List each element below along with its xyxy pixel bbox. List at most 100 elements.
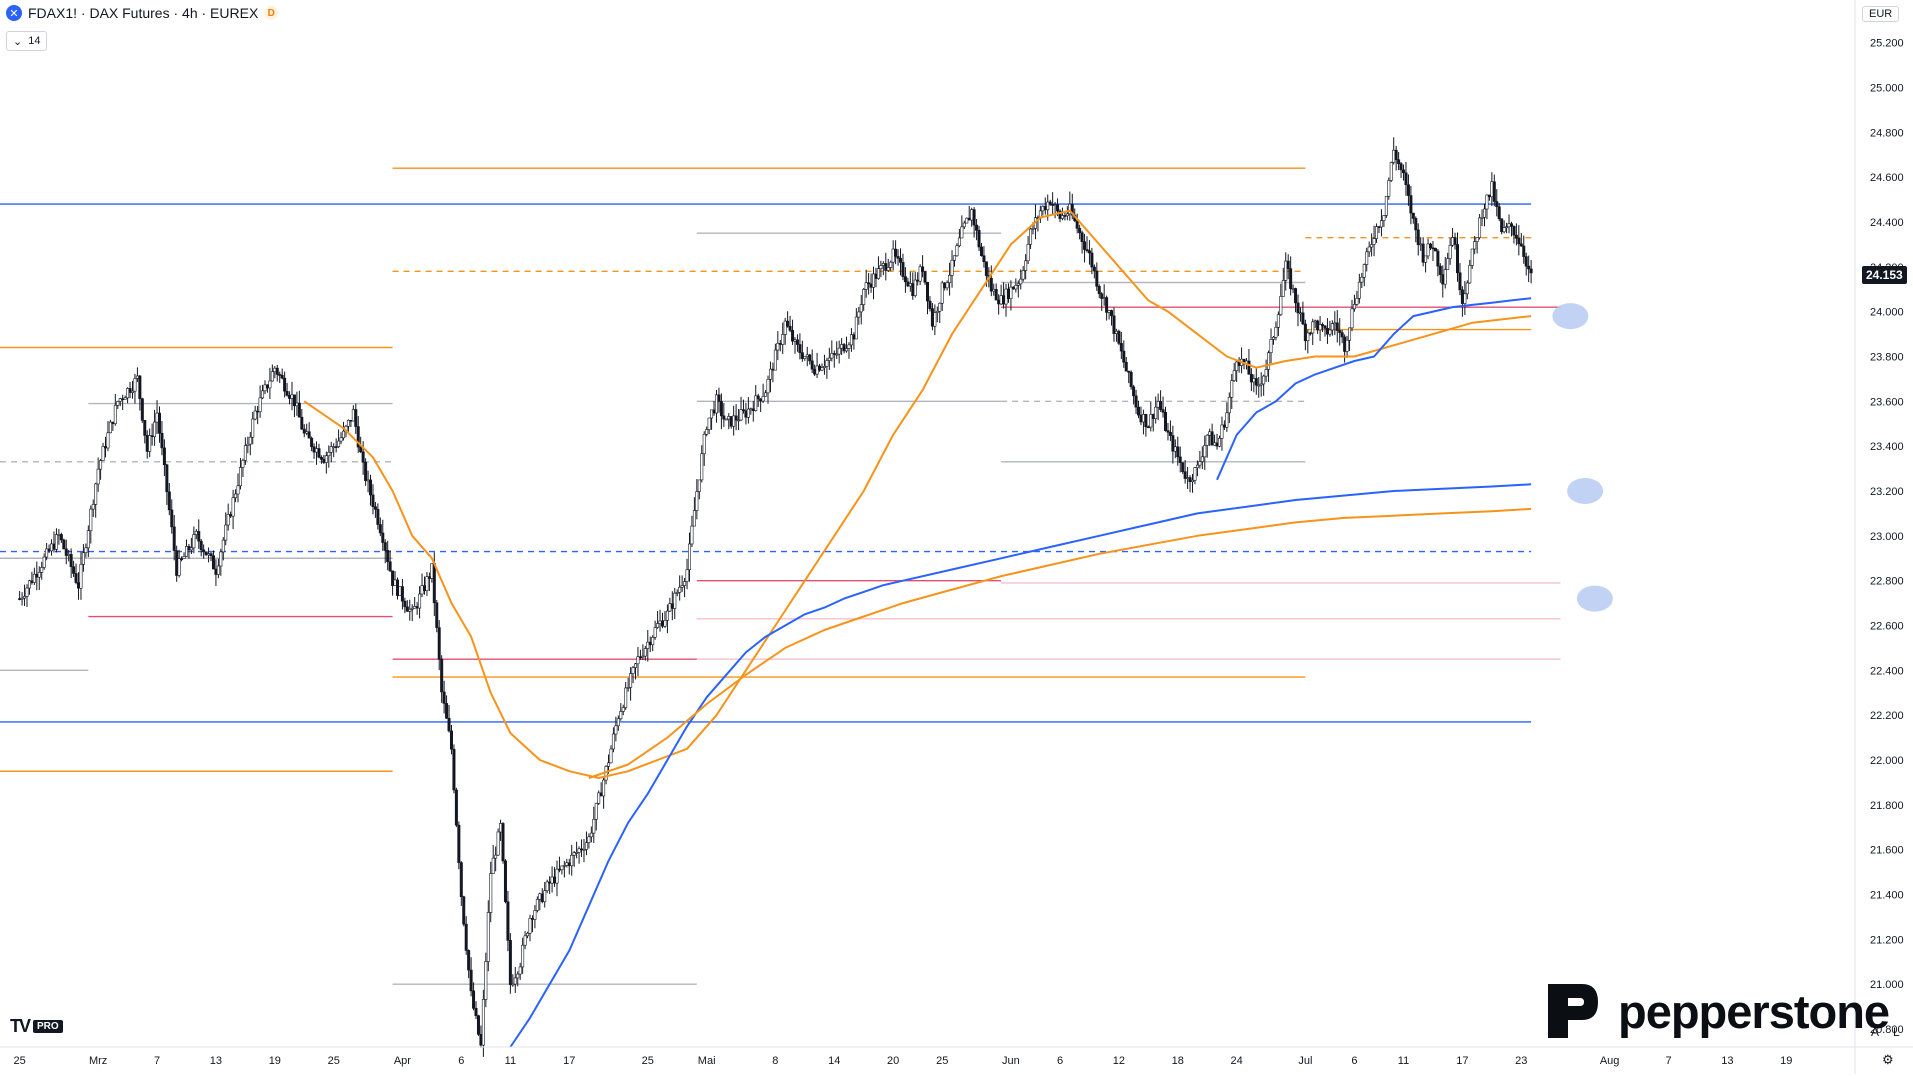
candle-body — [511, 983, 515, 986]
candle-body — [876, 268, 880, 279]
candle-body — [1031, 228, 1035, 230]
candle-body — [1387, 180, 1391, 197]
candle-body — [722, 415, 726, 420]
delayed-badge[interactable]: D — [264, 6, 279, 20]
candle-body — [1345, 339, 1349, 352]
series-line — [303, 209, 1532, 779]
candle-body — [1426, 243, 1430, 257]
candle-body — [1222, 424, 1226, 428]
candle-body — [354, 409, 358, 427]
series-line — [509, 483, 1532, 1048]
x-tick-label: 7 — [1665, 1055, 1671, 1067]
x-tick-label: 6 — [458, 1055, 464, 1067]
candle-body — [369, 479, 373, 496]
candle-body — [580, 848, 584, 851]
candle-body — [1470, 248, 1474, 266]
candle-body — [1063, 215, 1067, 217]
candle-body — [1443, 269, 1447, 285]
candle-body — [810, 360, 814, 370]
x-icon: ✕ — [6, 5, 22, 21]
candle-body — [979, 246, 983, 257]
candle-body — [1195, 464, 1199, 468]
candle-body — [631, 667, 635, 674]
candle-body — [646, 641, 650, 649]
candle-body — [366, 479, 370, 482]
y-tick-label: 21.000 — [1870, 979, 1904, 991]
candle-body — [530, 918, 534, 920]
candle-body — [1330, 323, 1334, 331]
candle-body — [1159, 401, 1163, 410]
candle-body — [1276, 314, 1280, 328]
candle-body — [820, 367, 824, 371]
x-tick-label: 6 — [1351, 1055, 1357, 1067]
candle-body — [1264, 369, 1268, 377]
candle-body — [1080, 232, 1084, 242]
candle-body — [199, 540, 203, 551]
candle-body — [484, 961, 488, 1000]
candle-body — [1127, 370, 1131, 373]
candle-body — [540, 893, 544, 903]
candle-body — [1259, 383, 1263, 386]
candle-body — [1453, 237, 1457, 245]
candle-body — [1294, 288, 1298, 304]
currency-button[interactable]: EUR — [1862, 6, 1900, 22]
candle-body — [712, 409, 716, 414]
time-axis[interactable]: 25 Mrz 7 13 19 25 Apr 6 11 17 25 Mai 8 14 20 25 Jun 6 12 18… — [14, 1055, 1793, 1067]
candle-body — [1178, 456, 1182, 463]
candle-body — [1011, 286, 1015, 290]
candle-body — [840, 344, 844, 349]
candle-body — [425, 576, 429, 591]
x-tick-label: Jul — [1298, 1055, 1312, 1067]
auto-scale-button[interactable]: A — [1871, 1025, 1880, 1039]
candle-body — [167, 491, 171, 511]
settings-gear-icon[interactable]: ⚙ — [1882, 1052, 1894, 1067]
candle-body — [381, 532, 385, 543]
candle-body — [518, 966, 522, 975]
candle-body — [972, 209, 976, 226]
candle-body — [626, 687, 630, 689]
candle-body — [705, 429, 709, 435]
symbol-header[interactable]: ✕ FDAX1! · DAX Futures · 4h · EUREX D — [6, 5, 279, 21]
candle-body — [312, 446, 316, 453]
series-line — [1216, 297, 1532, 481]
candle-body — [854, 316, 858, 340]
candle-body — [89, 508, 93, 531]
candle-body — [226, 514, 230, 526]
candle-body — [1323, 325, 1327, 329]
candle-body — [400, 586, 404, 602]
tv-logo-text: TV — [10, 1016, 31, 1036]
candle-body — [577, 848, 581, 853]
candle-body — [315, 448, 319, 453]
candle-body — [123, 397, 127, 400]
candle-body — [660, 620, 664, 627]
candle-body — [1168, 431, 1172, 436]
y-tick-label: 22.200 — [1870, 710, 1904, 722]
candle-body — [467, 950, 471, 971]
tradingview-logo[interactable]: TV PRO — [10, 1016, 63, 1037]
indicators-toggle[interactable]: ⌄ 14 — [6, 31, 48, 51]
candle-body — [1161, 409, 1165, 413]
candle-body — [133, 378, 137, 392]
candle-body — [1144, 413, 1148, 428]
candle-body — [40, 567, 44, 573]
candle-body — [1436, 250, 1440, 267]
candle-body — [562, 865, 566, 867]
candle-body — [697, 479, 701, 492]
candle-body — [349, 419, 353, 422]
candle-body — [594, 802, 598, 820]
candle-body — [719, 401, 723, 417]
log-scale-button[interactable]: L — [1893, 1025, 1900, 1039]
candle-body — [1296, 302, 1300, 314]
candle-body — [955, 245, 959, 257]
symbol-title[interactable]: FDAX1! · DAX Futures · 4h · EUREX — [28, 5, 259, 21]
candle-body — [386, 550, 390, 563]
candle-body — [1473, 241, 1477, 250]
candle-body — [1517, 238, 1521, 245]
candle-body — [906, 281, 910, 287]
candle-body — [481, 999, 485, 1046]
candle-body — [435, 602, 439, 628]
candle-body — [778, 342, 782, 345]
